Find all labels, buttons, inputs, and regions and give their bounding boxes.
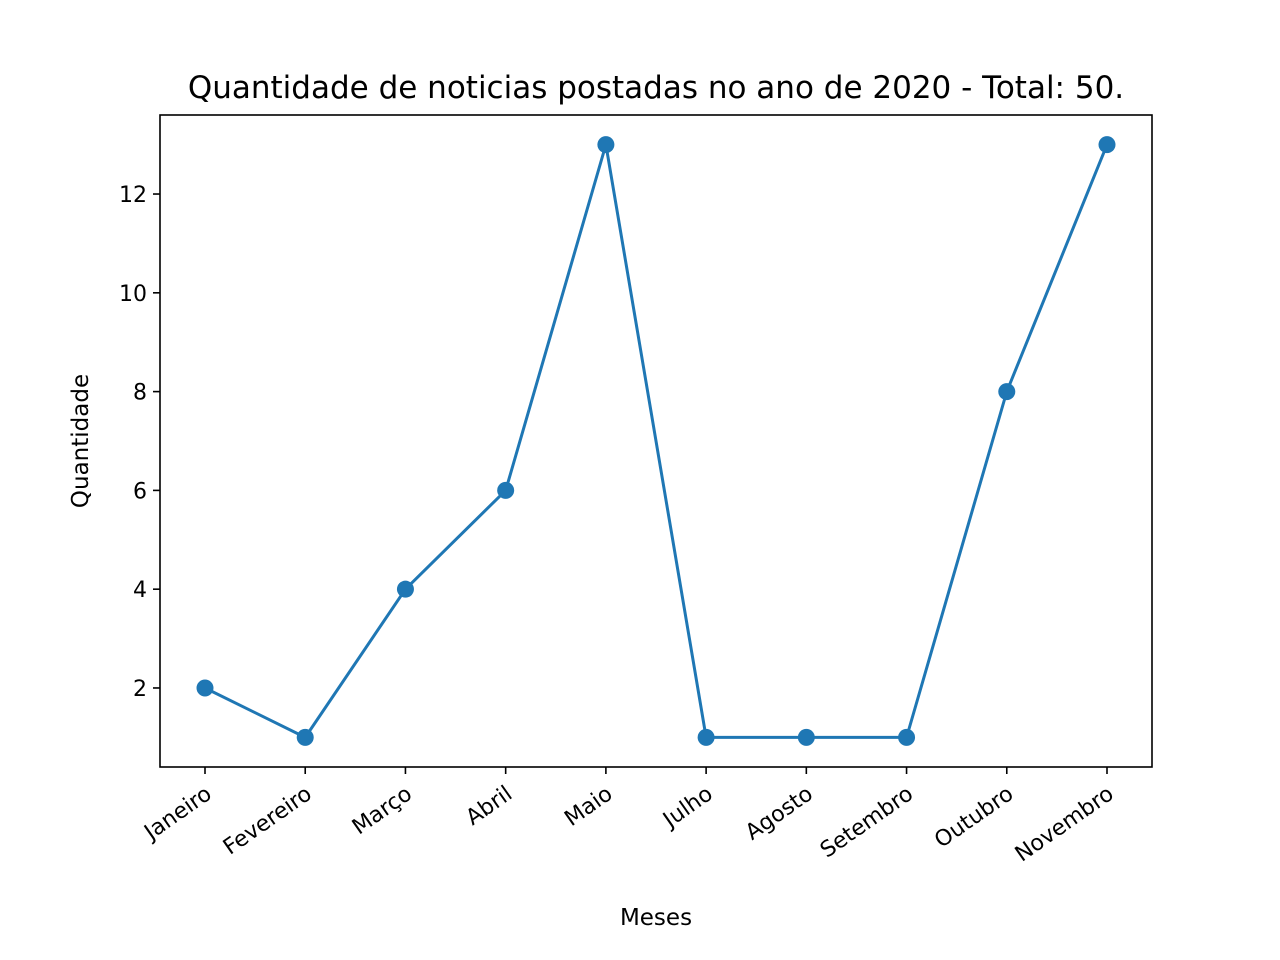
data-point-marker (597, 136, 615, 154)
y-axis-label: Quantidade (68, 374, 94, 508)
data-point-marker (296, 728, 314, 746)
plot-frame (159, 114, 1153, 768)
data-point-marker (396, 580, 414, 598)
data-point-marker (797, 728, 815, 746)
data-point-marker (697, 728, 715, 746)
data-point-marker (998, 383, 1016, 401)
y-axis-ticks: 2 4 6 8 10 12 (119, 183, 160, 702)
data-point-marker (898, 728, 916, 746)
data-point-marker (497, 481, 515, 499)
data-point-marker (196, 679, 214, 697)
y-tick-label: 10 (119, 282, 147, 307)
series-line (204, 143, 1109, 739)
y-tick-label: 12 (119, 183, 147, 208)
y-tick-label: 4 (133, 578, 147, 603)
y-tick-label: 2 (133, 677, 147, 702)
y-tick-label: 6 (133, 479, 147, 504)
y-tick-label: 8 (133, 381, 147, 406)
chart-title: Quantidade de noticias postadas no ano d… (188, 70, 1124, 106)
x-axis-label: Meses (620, 905, 692, 931)
series-line-group (196, 136, 1116, 746)
data-point-marker (1098, 136, 1116, 154)
